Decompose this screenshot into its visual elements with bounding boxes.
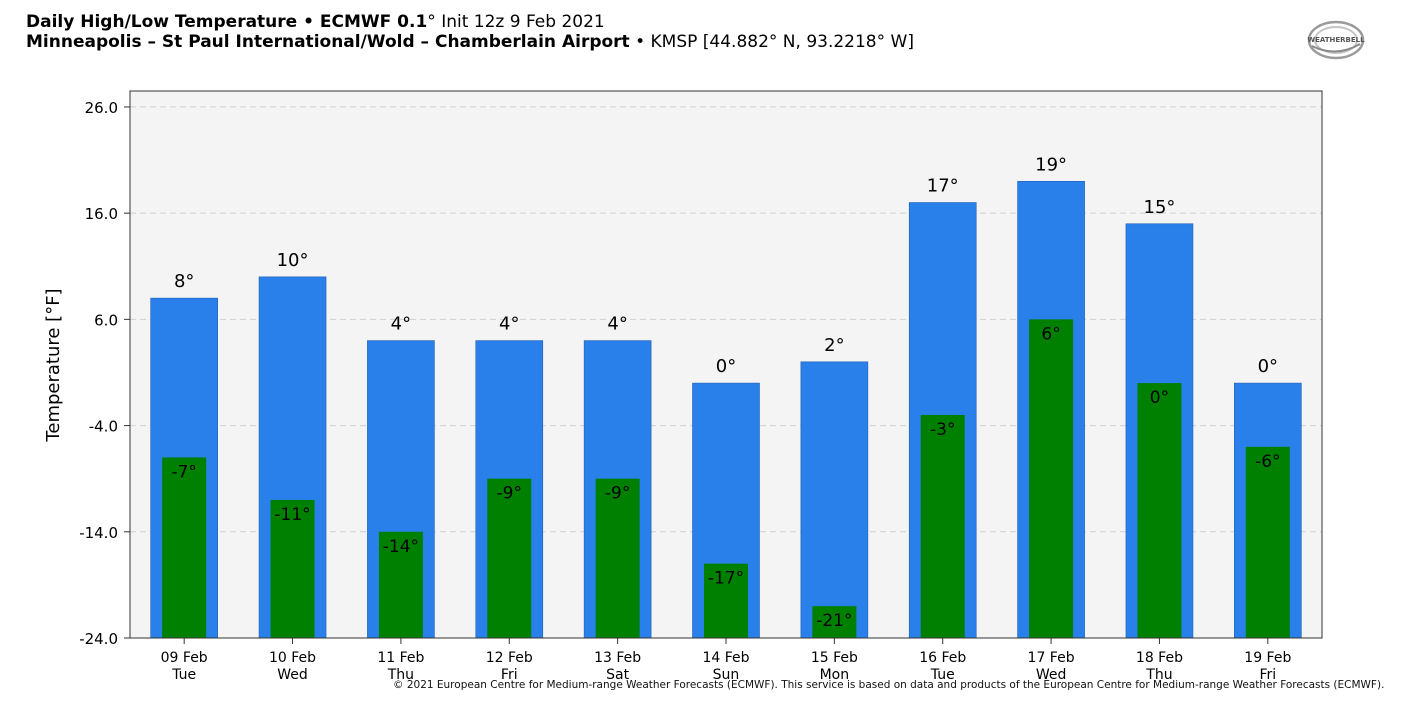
low-label-0: -7° [171, 462, 196, 482]
x-tick-date-6: 15 Feb [811, 650, 858, 666]
low-label-3: -9° [497, 484, 522, 504]
x-tick-date-3: 12 Feb [486, 650, 533, 666]
low-label-10: -6° [1255, 452, 1280, 472]
low-label-5: -17° [708, 569, 744, 589]
chart-header: Daily High/Low Temperature • ECMWF 0.1° … [26, 12, 914, 52]
x-tick-date-10: 19 Feb [1244, 650, 1291, 666]
x-tick-date-7: 16 Feb [919, 650, 966, 666]
low-bar-6 [812, 606, 857, 638]
high-label-1: 10° [277, 250, 309, 271]
low-bar-8 [1029, 319, 1074, 638]
chart-title: Daily High/Low Temperature • ECMWF 0.1° … [26, 12, 914, 32]
high-label-5: 0° [716, 356, 736, 377]
high-label-6: 2° [824, 335, 844, 356]
high-bar-6 [800, 361, 869, 639]
x-tick-day-9: Thu [1145, 667, 1172, 683]
logo-text: WEATHERBELL [1307, 36, 1365, 44]
chart-subtitle-station: Minneapolis – St Paul International/Wold… [26, 32, 630, 52]
weatherbell-logo-icon: WEATHERBELL [1307, 20, 1365, 60]
low-label-1: -11° [274, 505, 310, 525]
x-tick-date-2: 11 Feb [377, 650, 424, 666]
x-tick-day-1: Wed [277, 667, 308, 683]
x-tick-day-6: Mon [820, 667, 850, 683]
high-label-2: 4° [391, 314, 411, 335]
low-bar-10 [1245, 446, 1290, 638]
high-label-0: 8° [174, 271, 194, 292]
bars-layer: 8° -7° 10° -11° 4° -14° 4° -9° 4° -9° 0° -17° 2° -21°… [150, 154, 1302, 639]
x-tick-date-8: 17 Feb [1028, 650, 1075, 666]
low-bar-1 [270, 499, 315, 638]
high-label-8: 19° [1035, 154, 1067, 175]
low-bar-4 [595, 478, 640, 638]
x-tick-day-10: Fri [1259, 667, 1276, 683]
x-tick-day-3: Fri [501, 667, 518, 683]
x-tick-date-1: 10 Feb [269, 650, 316, 666]
x-tick-day-5: Sun [713, 667, 740, 683]
low-label-6: -21° [816, 611, 852, 631]
low-label-4: -9° [605, 484, 630, 504]
y-tick-label-1: 16.0 [85, 205, 118, 223]
low-bar-5 [704, 563, 748, 638]
low-label-7: -3° [930, 420, 955, 440]
low-bar-3 [487, 478, 532, 638]
y-axis-label: Temperature [°F] [43, 288, 64, 442]
low-bar-7 [920, 414, 965, 638]
x-tick-day-7: Tue [930, 667, 955, 683]
low-label-2: -14° [383, 537, 419, 557]
y-tick-label-3: -4.0 [89, 418, 118, 436]
high-label-7: 17° [927, 176, 959, 197]
chart-title-bold: Daily High/Low Temperature • ECMWF 0.1 [26, 12, 428, 32]
x-tick-date-4: 13 Feb [594, 650, 641, 666]
x-tick-day-4: Sat [606, 667, 629, 683]
chart-title-init: Init 12z 9 Feb 2021 [435, 12, 605, 32]
y-tick-label-2: 6.0 [94, 311, 118, 329]
chart-subtitle-coords: • KMSP [44.882° N, 93.2218° W] [629, 32, 914, 52]
x-tick-date-0: 09 Feb [161, 650, 208, 666]
low-label-8: 6° [1041, 324, 1060, 344]
low-bar-2 [378, 531, 423, 638]
low-label-9: 0° [1150, 388, 1169, 408]
chart-title-degree: ° [427, 12, 436, 32]
chart-subtitle: Minneapolis – St Paul International/Wold… [26, 32, 914, 52]
copyright-notice: © 2021 European Centre for Medium-range … [393, 679, 1385, 691]
x-tick-date-5: 14 Feb [702, 650, 749, 666]
x-tick-day-8: Wed [1036, 667, 1067, 683]
high-label-4: 4° [607, 314, 627, 335]
low-bar-9 [1137, 383, 1182, 638]
low-bar-0 [162, 457, 207, 638]
x-tick-day-0: Tue [171, 667, 196, 683]
y-tick-label-5: -24.0 [79, 630, 118, 648]
high-label-3: 4° [499, 314, 519, 335]
x-tick-date-9: 18 Feb [1136, 650, 1183, 666]
x-tick-day-2: Thu [387, 667, 414, 683]
y-tick-label-0: 26.0 [85, 99, 118, 117]
high-label-10: 0° [1258, 356, 1278, 377]
high-label-9: 15° [1144, 197, 1176, 218]
y-tick-label-4: -14.0 [79, 524, 118, 542]
